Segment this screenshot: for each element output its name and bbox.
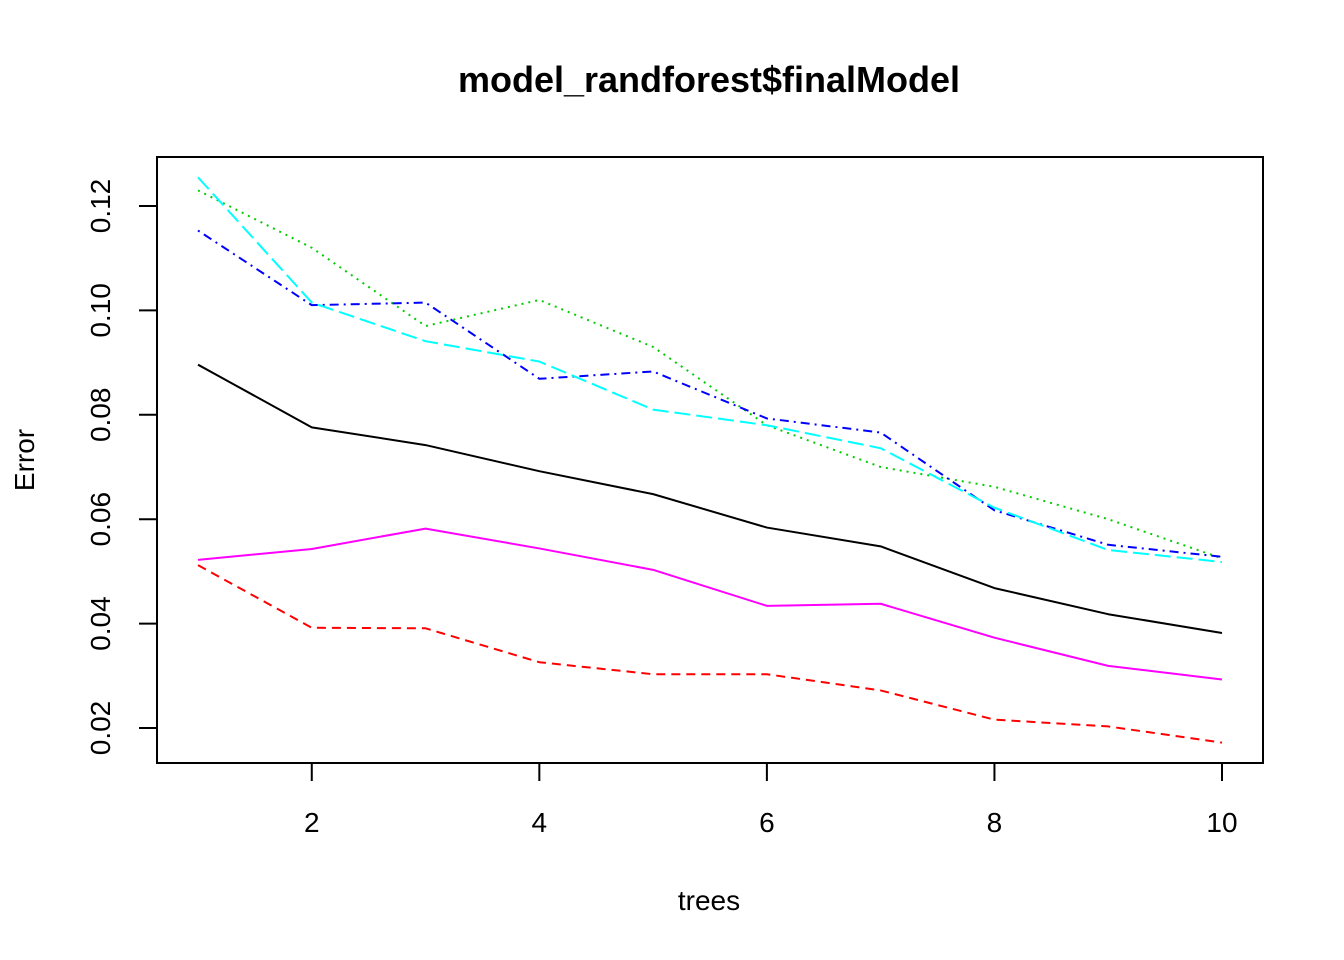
series-line-4 — [197, 229, 1223, 558]
series-line-5 — [197, 176, 1223, 563]
y-tick-label: 0.06 — [85, 492, 116, 547]
chart-title: model_randforest$finalModel — [458, 59, 960, 100]
series-line-1 — [197, 363, 1223, 634]
y-axis: 0.02 0.04 0.06 0.08 0.10 0.12 — [85, 179, 158, 756]
series-layer — [197, 176, 1223, 744]
y-tick-label: 0.08 — [85, 388, 116, 443]
series-line-6 — [197, 527, 1223, 681]
x-tick-label: 6 — [759, 807, 775, 838]
x-tick-label: 10 — [1206, 807, 1237, 838]
series-line-3 — [197, 189, 1223, 560]
plot-frame — [156, 156, 1264, 764]
y-tick-label: 0.04 — [85, 596, 116, 651]
x-tick-label: 4 — [532, 807, 548, 838]
y-tick-label: 0.02 — [85, 701, 116, 756]
y-tick-label: 0.12 — [85, 179, 116, 234]
x-axis-label: trees — [678, 885, 740, 916]
y-tick-label: 0.10 — [85, 283, 116, 338]
x-tick-label: 2 — [304, 807, 320, 838]
y-axis-label: Error — [9, 429, 40, 491]
x-tick-label: 8 — [987, 807, 1003, 838]
x-axis: 2 4 6 8 10 — [304, 762, 1238, 838]
series-line-2 — [197, 564, 1223, 744]
